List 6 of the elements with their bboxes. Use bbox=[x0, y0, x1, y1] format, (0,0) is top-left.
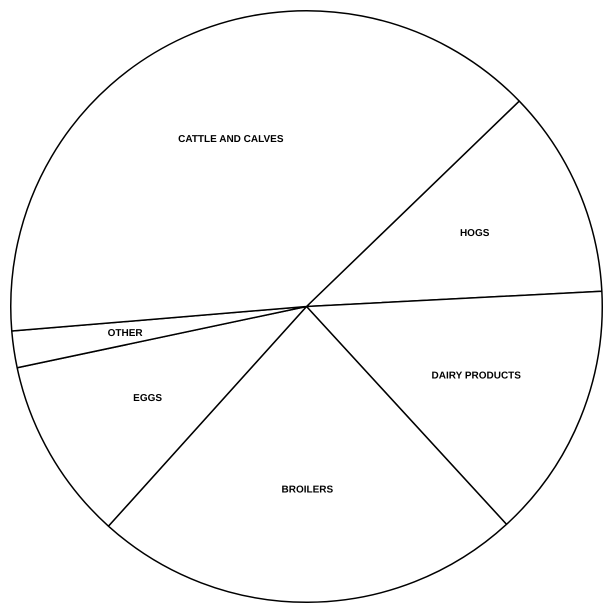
slice-label: EGGS bbox=[133, 392, 162, 404]
slice-label: BROILERS bbox=[281, 484, 334, 496]
slice-label: OTHER bbox=[108, 328, 144, 339]
slice-label: CATTLE AND CALVES bbox=[178, 134, 284, 146]
slice-label: HOGS bbox=[460, 228, 490, 240]
slice-label: DAIRY PRODUCTS bbox=[431, 370, 522, 382]
